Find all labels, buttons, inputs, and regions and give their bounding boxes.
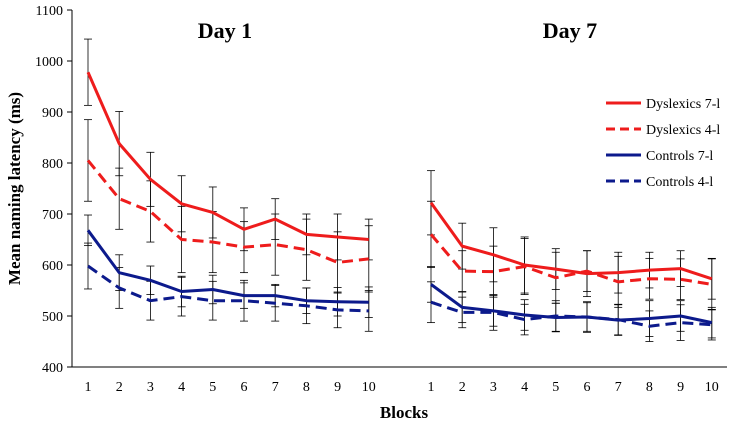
legend-label: Controls 7-l <box>646 149 713 164</box>
x-axis-title: Blocks <box>380 403 429 422</box>
series-line <box>86 159 369 264</box>
series-lines <box>86 71 713 328</box>
panel-title: Day 1 <box>198 18 252 43</box>
x-tick-label: 4 <box>521 380 528 395</box>
x-tick-label: 2 <box>116 380 123 395</box>
x-tick-label: 6 <box>584 380 591 395</box>
x-tick-label: 5 <box>209 380 216 395</box>
series-line <box>429 233 713 286</box>
x-tick-label: 2 <box>459 380 466 395</box>
x-tick-label: 1 <box>85 380 92 395</box>
y-tick-label: 1100 <box>36 4 63 19</box>
y-tick-label: 500 <box>42 310 63 325</box>
x-tick-label: 1 <box>428 380 435 395</box>
x-tick-label: 8 <box>646 380 653 395</box>
legend: Dyslexics 7-l Dyslexics 4-l Controls 7-l Co… <box>606 97 720 190</box>
series-line <box>86 71 369 241</box>
y-axis-title: Mean naming latency (ms) <box>5 92 24 285</box>
x-tick-label: 10 <box>705 380 719 395</box>
chart-labels: Blocks Mean naming latency (ms) Day 1 Day 7 <box>5 18 597 422</box>
x-tick-label: 4 <box>178 380 185 395</box>
x-tick-label: 10 <box>362 380 376 395</box>
panel-title: Day 7 <box>543 18 597 43</box>
x-tick-label: 3 <box>490 380 497 395</box>
series-line <box>430 300 712 328</box>
y-tick-label: 1000 <box>35 55 63 70</box>
series-line <box>87 264 369 313</box>
y-tick-label: 400 <box>42 361 63 376</box>
x-tick-label: 7 <box>272 380 279 395</box>
x-tick-label: 9 <box>677 380 684 395</box>
series-line <box>86 229 369 304</box>
x-tick-label: 7 <box>615 380 622 395</box>
legend-label: Controls 4-l <box>646 175 713 190</box>
error-bars <box>84 38 716 342</box>
x-tick-label: 5 <box>552 380 559 395</box>
legend-label: Dyslexics 4-l <box>646 123 720 138</box>
y-tick-label: 800 <box>42 157 63 172</box>
series-line <box>429 201 713 281</box>
y-tick-label: 900 <box>42 106 63 121</box>
x-tick-label: 8 <box>303 380 310 395</box>
y-tick-label: 600 <box>42 259 63 274</box>
legend-label: Dyslexics 7-l <box>646 97 720 112</box>
axes: 400 500 600 700 800 900 1000 1100 1 2 3 4 5 6 7 8 9 10 1 2 3… <box>35 4 727 395</box>
x-tick-label: 6 <box>241 380 248 395</box>
y-tick-label: 700 <box>42 208 63 223</box>
x-tick-label: 9 <box>334 380 341 395</box>
x-tick-label: 3 <box>147 380 154 395</box>
